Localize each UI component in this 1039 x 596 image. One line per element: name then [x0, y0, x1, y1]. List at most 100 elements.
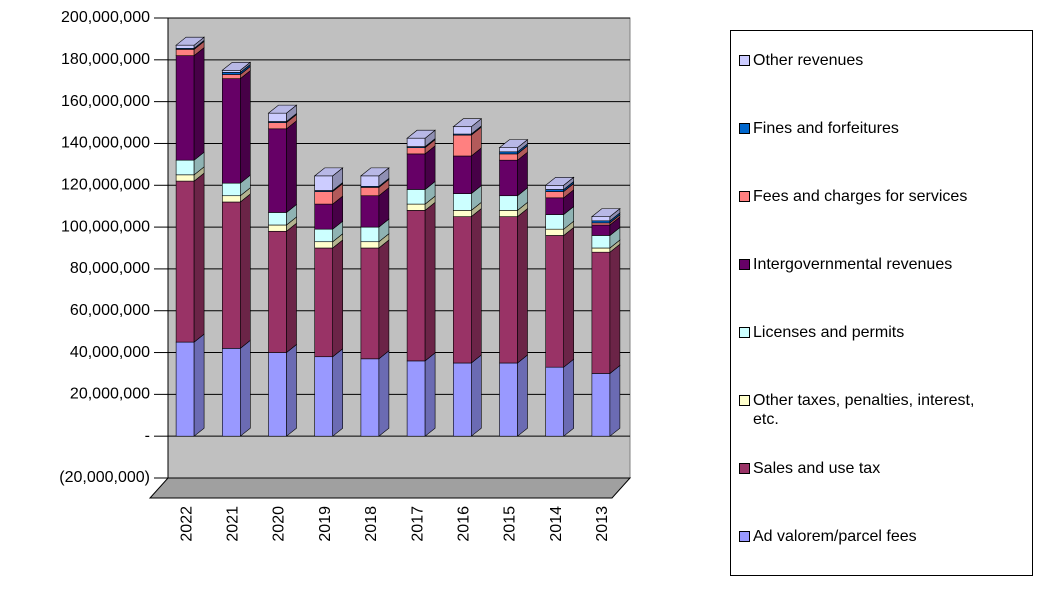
bar-front [314, 203, 334, 230]
bar-front [222, 182, 241, 197]
bar-front [406, 189, 426, 205]
bar-front [452, 216, 472, 364]
legend-label: Fines and forfeitures [753, 120, 899, 137]
bar-front [268, 230, 287, 353]
bar-front [360, 241, 380, 249]
bar-side [424, 352, 436, 437]
x-tick-label: 2013 [594, 506, 611, 542]
bar-front [545, 235, 565, 368]
bar-segment [452, 126, 482, 157]
bar-side [193, 47, 205, 161]
bar-segment [268, 343, 297, 437]
y-tick-label: 120,000,000 [61, 176, 150, 193]
legend-item: Fees and charges for services [739, 187, 1029, 206]
bar-segment [268, 120, 297, 214]
bar-segment [175, 36, 205, 49]
y-tick-label: 100,000,000 [61, 218, 150, 235]
legend-swatch [739, 191, 750, 202]
legend-swatch [739, 123, 750, 134]
bar-segment [314, 239, 344, 358]
bar-front [175, 44, 195, 49]
bar-side [470, 208, 482, 364]
bar-segment [313, 167, 344, 192]
legend-label: Intergovernmental revenues [753, 256, 953, 273]
bar-segment [268, 203, 297, 226]
bar-front [499, 153, 518, 161]
x-tick-label: 2016 [456, 506, 473, 542]
bar-front [406, 137, 426, 147]
bar-front [499, 147, 518, 153]
bar-segment [406, 145, 436, 191]
legend-swatch [739, 463, 750, 474]
bar-front [406, 147, 426, 155]
bar-front [545, 191, 565, 199]
bar-segment [175, 47, 205, 161]
bar-top [175, 36, 205, 46]
bar-front [222, 195, 241, 203]
bar-front [268, 212, 287, 226]
bar-front [452, 193, 472, 211]
legend-item: Licenses and permits [739, 323, 1029, 342]
bar-segment [360, 239, 390, 360]
bar-side [240, 339, 251, 437]
bar-side [517, 208, 528, 364]
bar-front [499, 195, 518, 211]
bar-front [591, 251, 611, 374]
bar-front [222, 74, 241, 79]
bar-segment [544, 176, 575, 191]
bar-segment [267, 104, 298, 123]
legend-swatch [739, 395, 750, 406]
bar-segment [406, 180, 436, 205]
bar-front [591, 222, 611, 226]
y-tick-label: (20,000,000) [59, 469, 150, 486]
legend-swatch [739, 327, 750, 338]
x-tick-label: 2021 [225, 506, 242, 542]
bar-segment [499, 151, 528, 197]
bar-segment [499, 208, 528, 364]
bar-segment [452, 208, 482, 364]
bar-front [360, 226, 380, 243]
bar-segment [314, 195, 344, 230]
bar-front [175, 159, 195, 176]
bar-front [268, 352, 287, 437]
bar-side [563, 358, 575, 437]
bar-segment [222, 193, 251, 349]
bar-side [378, 350, 390, 437]
bar-segment [452, 354, 482, 437]
bar-front [175, 180, 195, 343]
bar-segment [499, 354, 528, 437]
legend-item: Fines and forfeitures [739, 119, 1029, 138]
bar-front [452, 155, 472, 194]
bar-side [332, 239, 344, 358]
bar-side [240, 193, 251, 349]
bar-segment [268, 222, 297, 354]
bar-segment [222, 339, 251, 437]
bar-segment [360, 350, 390, 437]
bar-front [222, 201, 241, 349]
legend-swatch [739, 531, 750, 542]
bar-front [499, 151, 518, 155]
floor [148, 477, 632, 499]
bar-top [360, 167, 390, 177]
bar-segment [221, 61, 252, 73]
bar-side [424, 201, 436, 362]
legend-swatch [739, 55, 750, 66]
bar-side [193, 172, 205, 343]
bar-front [175, 174, 195, 182]
bar-side [193, 333, 205, 437]
y-tick-label: 180,000,000 [61, 51, 150, 68]
bar-segment [222, 174, 251, 197]
bar-front [360, 247, 380, 360]
bar-segment [360, 178, 390, 197]
legend-item: Ad valorem/parcel fees [739, 527, 1029, 546]
chart: (20,000,000) - 20,000,000 40,000,000 60,000,… [59, 9, 632, 542]
bar-side [470, 354, 482, 437]
bar-front [591, 224, 611, 236]
x-tick-label: 2022 [178, 506, 195, 542]
bar-side [517, 354, 528, 437]
bar-front [545, 197, 565, 215]
bar-front [314, 228, 334, 243]
bar-segment [406, 129, 436, 148]
bar-front [591, 216, 611, 222]
bar-segment [314, 348, 344, 437]
